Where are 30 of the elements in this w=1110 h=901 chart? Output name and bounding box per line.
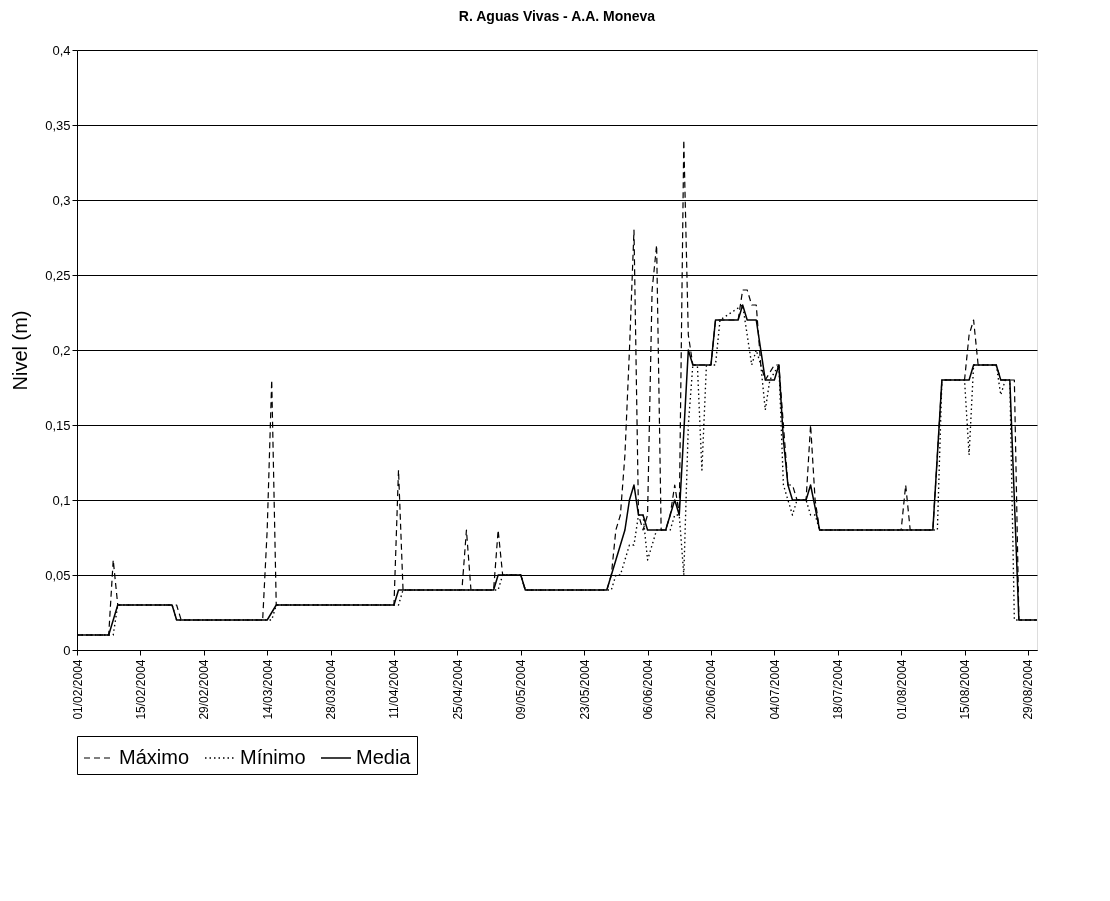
chart-title: R. Aguas Vivas - A.A. Moneva: [458, 8, 656, 24]
x-tick-label: 29/08/2004: [1021, 659, 1036, 720]
y-tick-label: 0,05: [45, 567, 71, 583]
y-tick-label: 0,4: [52, 42, 71, 58]
x-tick-label: 28/03/2004: [324, 659, 339, 720]
legend-label: Media: [356, 746, 412, 768]
x-tick-label: 04/07/2004: [767, 659, 782, 720]
x-tick-label: 15/08/2004: [958, 659, 973, 720]
x-tick-label: 11/04/2004: [387, 659, 402, 719]
x-tick-label: 25/04/2004: [450, 659, 465, 720]
y-tick-label: 0,2: [52, 342, 71, 358]
x-tick-label: 15/02/2004: [133, 659, 148, 720]
x-tick-label: 23/05/2004: [577, 659, 592, 720]
legend-label: Máximo: [119, 746, 190, 768]
x-tick-label: 06/06/2004: [641, 659, 656, 720]
x-tick-label: 20/06/2004: [704, 659, 719, 720]
x-tick-label: 14/03/2004: [260, 659, 275, 720]
legend-label: Mínimo: [240, 746, 306, 768]
x-tick-label: 18/07/2004: [831, 659, 846, 720]
y-tick-label: 0,1: [52, 492, 71, 508]
x-tick-label: 09/05/2004: [514, 659, 529, 720]
x-tick-label: 29/02/2004: [197, 659, 212, 720]
y-tick-label: 0,35: [45, 117, 71, 133]
y-tick-label: 0,25: [45, 267, 71, 283]
x-tick-label: 01/02/2004: [70, 659, 85, 720]
y-axis-title: Nivel (m): [9, 310, 32, 391]
x-tick-label: 01/08/2004: [894, 659, 909, 720]
y-tick-label: 0: [63, 642, 71, 658]
y-tick-label: 0,15: [45, 417, 71, 433]
y-tick-label: 0,3: [52, 192, 71, 208]
